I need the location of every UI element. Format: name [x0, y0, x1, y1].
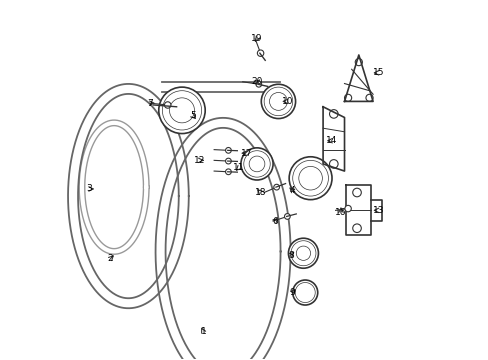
- Circle shape: [296, 246, 310, 260]
- Text: 20: 20: [251, 77, 262, 86]
- Circle shape: [266, 90, 290, 113]
- Circle shape: [297, 285, 312, 300]
- Circle shape: [288, 238, 318, 268]
- Circle shape: [225, 169, 231, 175]
- Circle shape: [295, 283, 315, 302]
- Circle shape: [290, 241, 315, 266]
- Circle shape: [255, 81, 261, 87]
- Circle shape: [295, 163, 325, 193]
- Text: 1: 1: [200, 327, 206, 336]
- Circle shape: [301, 289, 308, 296]
- Circle shape: [246, 153, 267, 175]
- Text: 13: 13: [372, 206, 384, 215]
- Text: 2: 2: [107, 254, 113, 263]
- Circle shape: [344, 205, 350, 212]
- Circle shape: [352, 224, 361, 233]
- Circle shape: [304, 172, 316, 185]
- Circle shape: [365, 94, 372, 102]
- Circle shape: [257, 50, 263, 57]
- Circle shape: [352, 188, 361, 197]
- Text: 14: 14: [325, 136, 337, 145]
- Circle shape: [292, 280, 317, 305]
- Text: 10: 10: [281, 97, 292, 106]
- Circle shape: [264, 87, 292, 116]
- Circle shape: [261, 84, 295, 118]
- Text: 17: 17: [240, 149, 251, 158]
- Text: 3: 3: [86, 184, 93, 193]
- Circle shape: [329, 159, 337, 168]
- Circle shape: [354, 59, 362, 66]
- Text: 16: 16: [334, 208, 346, 217]
- Text: 4: 4: [289, 186, 295, 195]
- Circle shape: [329, 110, 337, 118]
- Text: 18: 18: [254, 188, 266, 197]
- Text: 19: 19: [251, 35, 262, 44]
- Circle shape: [252, 159, 261, 168]
- Text: 7: 7: [147, 99, 154, 108]
- Circle shape: [273, 184, 279, 190]
- Circle shape: [344, 94, 351, 102]
- Circle shape: [284, 213, 290, 219]
- Circle shape: [169, 98, 194, 123]
- Circle shape: [225, 158, 231, 164]
- Circle shape: [225, 148, 231, 153]
- Circle shape: [241, 148, 272, 180]
- Circle shape: [162, 91, 201, 130]
- Circle shape: [288, 157, 331, 200]
- Text: 6: 6: [271, 217, 277, 226]
- Text: 9: 9: [289, 288, 295, 297]
- Circle shape: [293, 243, 313, 263]
- Text: 5: 5: [189, 111, 195, 120]
- Text: 15: 15: [372, 68, 384, 77]
- Text: 12: 12: [194, 156, 205, 165]
- Circle shape: [269, 93, 287, 111]
- Circle shape: [292, 160, 328, 196]
- Circle shape: [299, 249, 307, 257]
- Circle shape: [272, 96, 283, 107]
- Circle shape: [175, 103, 189, 117]
- Circle shape: [298, 166, 322, 190]
- Circle shape: [159, 87, 205, 134]
- Circle shape: [165, 94, 198, 126]
- Text: 11: 11: [233, 163, 244, 172]
- Circle shape: [244, 151, 270, 177]
- Circle shape: [248, 156, 264, 172]
- Text: 8: 8: [287, 251, 293, 260]
- Circle shape: [164, 102, 171, 108]
